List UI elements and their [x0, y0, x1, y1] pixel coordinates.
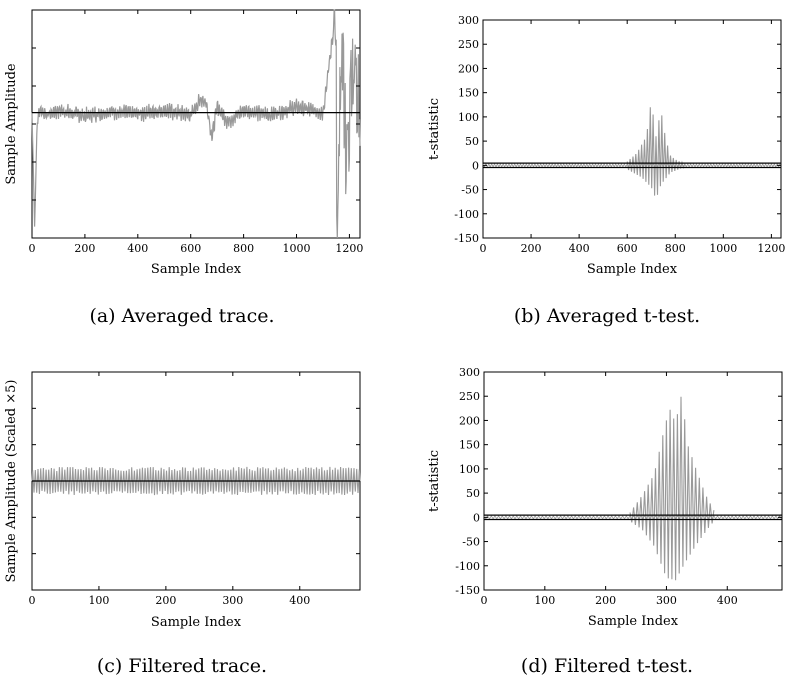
trace-line: [31, 9, 361, 239]
x-ticks-b: 0 200 400 600 800 1000 1200: [480, 20, 785, 255]
plot-frame-b: [482, 19, 782, 239]
x-tick-label: 1200: [757, 242, 785, 255]
y-tick-label: -50: [461, 184, 479, 197]
x-tick-label: 600: [617, 242, 638, 255]
x-tick-label: 800: [665, 242, 686, 255]
x-tick-label: 0: [29, 594, 36, 607]
ylabel-c: Sample Amplitude (Scaled ×5): [4, 380, 19, 583]
x-tick-label: 400: [127, 242, 148, 255]
series-d: [483, 396, 782, 581]
x-tick-label: 100: [534, 594, 555, 607]
trace-line: [31, 466, 361, 496]
xlabel-d: Sample Index: [588, 614, 679, 629]
panel-c: 0 100 200 300 400 Sample Index Sample Amplit…: [4, 371, 361, 677]
x-tick-label: 200: [74, 242, 95, 255]
x-tick-label: 200: [595, 594, 616, 607]
y-tick-label: -150: [454, 232, 479, 245]
plot-frame-d: [483, 371, 783, 591]
y-tick-label: 100: [458, 111, 479, 124]
ylabel-a: Sample Amplitude: [4, 63, 19, 185]
t-statistic-line: [626, 107, 686, 196]
series-b: [482, 107, 781, 196]
x-tick-label: 1000: [709, 242, 737, 255]
y-tick-label: 250: [459, 390, 480, 403]
y-tick-label: -100: [454, 208, 479, 221]
xlabel-a: Sample Index: [151, 262, 242, 277]
panel-b: 0 200 400 600 800 1000 1200 -150 -100 -50 0 50 100 1…: [427, 14, 785, 327]
xlabel-c: Sample Index: [151, 615, 242, 630]
series-c: [31, 466, 361, 496]
panel-d: 0 100 200 300 400 -150 -100 -50 0 50 100 150 200 250…: [427, 366, 783, 677]
caption-d: (d) Filtered t-test.: [521, 655, 693, 677]
y-ticks-b: -150 -100 -50 0 50 100 150 200 250 300: [454, 14, 781, 245]
t-statistic-line: [629, 396, 715, 581]
y-ticks-a: [32, 47, 360, 201]
y-tick-label: -100: [455, 560, 480, 573]
x-tick-label: 300: [222, 594, 243, 607]
y-tick-label: 200: [459, 414, 480, 427]
y-tick-label: 50: [465, 135, 479, 148]
caption-c: (c) Filtered trace.: [97, 655, 267, 677]
y-tick-label: 200: [458, 62, 479, 75]
x-tick-label: 600: [180, 242, 201, 255]
x-tick-label: 0: [480, 242, 487, 255]
y-tick-label: 250: [458, 38, 479, 51]
x-tick-label: 800: [233, 242, 254, 255]
x-tick-label: 300: [656, 594, 677, 607]
plot-frame-a: [31, 9, 361, 239]
panel-a: 0 200 400 600 800 1000 1200 Sample Index Sampl…: [4, 9, 363, 327]
x-tick-label: 200: [521, 242, 542, 255]
x-tick-label: 1000: [283, 242, 311, 255]
y-tick-label: 50: [466, 487, 480, 500]
y-tick-label: 300: [458, 14, 479, 27]
xlabel-b: Sample Index: [587, 262, 678, 277]
y-tick-label: 150: [458, 87, 479, 100]
y-tick-label: 150: [459, 439, 480, 452]
ylabel-d: t-statistic: [427, 450, 442, 512]
x-tick-label: 200: [155, 594, 176, 607]
y-tick-label: 0: [472, 159, 479, 172]
x-tick-label: 400: [569, 242, 590, 255]
y-tick-label: 300: [459, 366, 480, 379]
y-tick-label: 0: [473, 511, 480, 524]
series-a: [31, 9, 361, 239]
caption-b: (b) Averaged t-test.: [514, 305, 700, 327]
x-ticks-d: 0 100 200 300 400: [481, 372, 738, 607]
caption-a: (a) Averaged trace.: [89, 305, 274, 327]
y-tick-label: -50: [462, 536, 480, 549]
x-tick-label: 0: [481, 594, 488, 607]
x-ticks-a: 0 200 400 600 800 1000 1200: [29, 10, 363, 255]
x-tick-label: 400: [717, 594, 738, 607]
x-tick-label: 100: [88, 594, 109, 607]
x-tick-label: 1200: [335, 242, 363, 255]
x-tick-label: 0: [29, 242, 36, 255]
y-ticks-c: [32, 407, 360, 555]
y-tick-label: 100: [459, 463, 480, 476]
y-ticks-d: -150 -100 -50 0 50 100 150 200 250 300: [455, 366, 782, 597]
x-tick-label: 400: [289, 594, 310, 607]
y-tick-label: -150: [455, 584, 480, 597]
ylabel-b: t-statistic: [427, 98, 442, 160]
x-ticks-c: 0 100 200 300 400: [29, 372, 310, 607]
